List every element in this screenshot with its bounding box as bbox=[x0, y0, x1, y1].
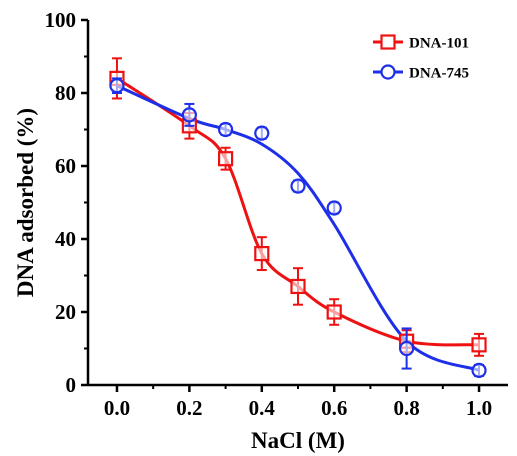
y-axis-title: DNA adsorbed (%) bbox=[13, 108, 38, 297]
series-1-point bbox=[399, 340, 415, 357]
x-tick-label: 0.0 bbox=[104, 396, 130, 420]
series-1-point bbox=[471, 362, 487, 378]
series-1-point bbox=[181, 107, 197, 123]
series-1-point bbox=[254, 125, 270, 141]
series-1-fit-line bbox=[116, 84, 480, 372]
x-tick-label: 0.6 bbox=[321, 396, 347, 420]
series-1-point bbox=[326, 200, 342, 216]
y-tick-label: 80 bbox=[55, 81, 76, 105]
legend-item-0: DNA-101 bbox=[373, 34, 469, 52]
legend-marker bbox=[380, 64, 396, 80]
series-1-point bbox=[217, 121, 234, 138]
plot-area bbox=[109, 57, 487, 378]
series-0-point bbox=[254, 246, 270, 262]
series-0-point bbox=[326, 304, 342, 320]
y-tick-label: 100 bbox=[45, 8, 77, 32]
x-tick-label: 0.2 bbox=[176, 396, 202, 420]
legend-label: DNA-745 bbox=[409, 66, 469, 82]
x-axis-title: NaCl (M) bbox=[251, 428, 345, 453]
series-1-point bbox=[109, 78, 125, 94]
y-tick-label: 60 bbox=[55, 154, 76, 178]
y-tick-label: 40 bbox=[55, 227, 76, 251]
series-0-point bbox=[471, 337, 487, 353]
legend-item-1: DNA-745 bbox=[373, 64, 469, 82]
series-1-point bbox=[290, 178, 306, 194]
series-0-point bbox=[290, 278, 306, 295]
legend-marker bbox=[380, 34, 396, 50]
x-tick-label: 1.0 bbox=[466, 396, 492, 420]
axes: 0.0 0.2 0.4 0.6 0.8 1.0 0 20 40 60 80 100 bbox=[45, 8, 508, 420]
x-tick-label: 0.8 bbox=[393, 396, 419, 420]
series-0-point bbox=[217, 151, 234, 167]
y-tick-label: 0 bbox=[66, 373, 77, 397]
legend: DNA-101 DNA-745 bbox=[373, 34, 469, 82]
legend-label: DNA-101 bbox=[409, 36, 469, 52]
x-tick-label: 0.4 bbox=[249, 396, 276, 420]
y-tick-label: 20 bbox=[55, 300, 76, 324]
